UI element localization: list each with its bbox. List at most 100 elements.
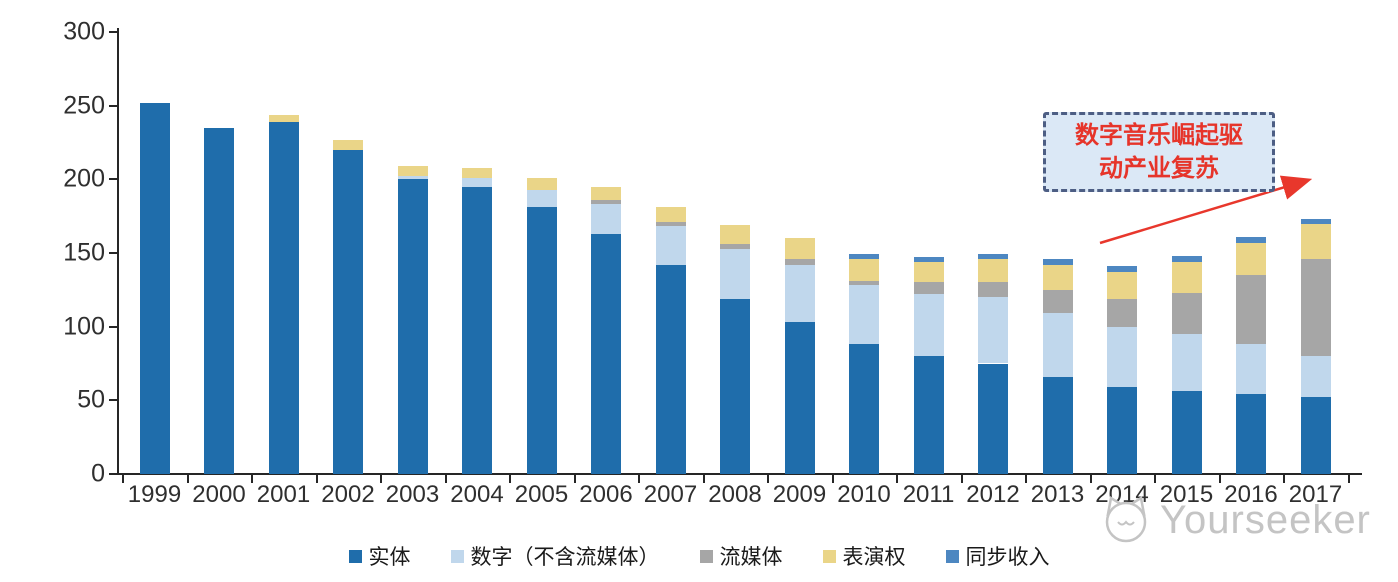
y-axis	[117, 28, 119, 475]
legend-label: 流媒体	[719, 546, 783, 569]
legend-swatch-icon	[450, 549, 464, 563]
watermark-text: Yourseeker	[1160, 497, 1371, 542]
bar-segment-数字（不含流媒体）-2011	[913, 294, 944, 357]
bar-segment-流媒体-2006	[591, 199, 621, 205]
legend-swatch-icon	[699, 549, 713, 563]
x-tick	[1089, 475, 1092, 483]
y-tick-label: 50	[77, 385, 105, 414]
x-tick-label-2011: 2011	[902, 481, 955, 508]
bar-segment-表演权-2007	[655, 207, 686, 223]
x-tick	[573, 475, 576, 483]
bar-segment-表演权-2017	[1300, 223, 1331, 259]
bar-segment-实体-1999	[139, 102, 170, 474]
x-tick	[380, 475, 383, 483]
bar-segment-表演权-2002	[333, 139, 363, 150]
x-tick-label-2000: 2000	[192, 481, 246, 508]
bar-segment-表演权-2016	[1236, 242, 1266, 276]
bar-segment-数字（不含流媒体）-2016	[1236, 344, 1266, 395]
legend-item: 流媒体	[699, 541, 783, 571]
x-tick	[831, 475, 834, 483]
watermark: Yourseeker	[1098, 494, 1371, 546]
y-tick-label: 300	[63, 17, 105, 46]
bar-segment-数字（不含流媒体）-2008	[720, 248, 750, 299]
bar-segment-流媒体-2015	[1171, 292, 1202, 335]
x-tick-label-2001: 2001	[256, 481, 311, 508]
bar-segment-实体-2017	[1300, 397, 1331, 474]
bar-segment-数字（不含流媒体）-2012	[978, 297, 1008, 364]
annotation-callout-box: 数字音乐崛起驱 动产业复苏	[1043, 112, 1275, 192]
bar-segment-表演权-2004	[462, 167, 492, 178]
legend-label: 实体	[368, 546, 411, 569]
bar-segment-同步收入-2012	[978, 254, 1008, 259]
x-tick-label-2015: 2015	[1159, 481, 1214, 508]
y-tick	[109, 252, 118, 254]
bar-segment-同步收入-2013	[1042, 258, 1073, 265]
legend-item: 表演权	[822, 541, 906, 571]
bar-segment-表演权-2006	[591, 186, 621, 200]
x-tick	[122, 475, 125, 483]
bar-segment-实体-2013	[1042, 376, 1073, 474]
x-tick-label-2010: 2010	[837, 481, 891, 508]
bar-segment-表演权-2011	[913, 261, 944, 283]
y-tick	[109, 178, 118, 181]
x-tick-label-2017: 2017	[1288, 481, 1343, 508]
x-tick-label-2013: 2013	[1030, 481, 1085, 508]
x-axis	[117, 473, 1362, 475]
bar-segment-流媒体-2014	[1107, 298, 1137, 327]
legend-label: 表演权	[842, 546, 906, 569]
y-tick	[109, 399, 118, 402]
x-tick-label-1999: 1999	[127, 481, 182, 508]
bar-segment-流媒体-2011	[913, 282, 944, 295]
bar-segment-表演权-2009	[784, 238, 815, 259]
legend-swatch-icon	[945, 549, 959, 563]
x-tick-label-2004: 2004	[450, 481, 504, 508]
annotation-text-line2: 动产业复苏	[1099, 155, 1219, 182]
bar-segment-实体-2016	[1236, 394, 1266, 474]
x-tick-label-2016: 2016	[1224, 481, 1278, 508]
bar-segment-表演权-2001	[268, 114, 299, 122]
legend-label: 数字（不含流媒体）	[470, 546, 660, 569]
bar-segment-流媒体-2017	[1300, 258, 1331, 357]
bar-segment-表演权-2005	[526, 177, 557, 190]
bar-segment-表演权-2015	[1171, 261, 1202, 293]
legend-item: 数字（不含流媒体）	[450, 541, 660, 571]
bar-segment-数字（不含流媒体）-2006	[591, 204, 621, 234]
x-tick-label-2002: 2002	[321, 481, 375, 508]
bar-segment-表演权-2008	[720, 225, 750, 245]
x-tick	[444, 475, 447, 483]
bar-segment-实体-2002	[333, 149, 363, 474]
bar-segment-流媒体-2010	[849, 280, 879, 286]
bar-segment-表演权-2003	[397, 166, 428, 177]
bar-segment-流媒体-2008	[720, 244, 750, 249]
legend-swatch-icon	[822, 549, 836, 563]
y-tick	[109, 325, 118, 328]
bar-segment-流媒体-2009	[784, 258, 815, 265]
bar-segment-同步收入-2014	[1107, 266, 1137, 273]
bar-segment-数字（不含流媒体）-2004	[462, 177, 492, 187]
y-tick	[109, 31, 118, 33]
x-tick	[509, 475, 512, 483]
x-tick	[638, 475, 641, 483]
bar-segment-实体-2005	[526, 207, 557, 474]
y-tick-label: 0	[91, 459, 105, 488]
x-tick	[1283, 475, 1286, 483]
bar-segment-数字（不含流媒体）-2005	[526, 189, 557, 208]
bar-segment-同步收入-2016	[1236, 236, 1266, 243]
bar-segment-流媒体-2007	[655, 222, 686, 227]
bar-segment-实体-2006	[591, 233, 621, 474]
bar-segment-实体-2011	[913, 356, 944, 474]
bar-segment-同步收入-2010	[849, 254, 879, 259]
x-tick	[1347, 475, 1350, 483]
y-tick	[109, 473, 118, 475]
bar-segment-数字（不含流媒体）-2013	[1042, 313, 1073, 377]
x-tick	[186, 475, 189, 483]
x-tick-label-2005: 2005	[514, 481, 569, 508]
x-tick	[315, 475, 318, 483]
x-tick	[896, 475, 899, 483]
x-tick-label-2008: 2008	[708, 481, 762, 508]
bar-segment-同步收入-2017	[1300, 219, 1331, 224]
bar-segment-数字（不含流媒体）-2009	[784, 264, 815, 323]
x-tick	[1025, 475, 1028, 483]
bar-segment-表演权-2013	[1042, 264, 1073, 290]
legend-item: 同步收入	[945, 541, 1050, 571]
